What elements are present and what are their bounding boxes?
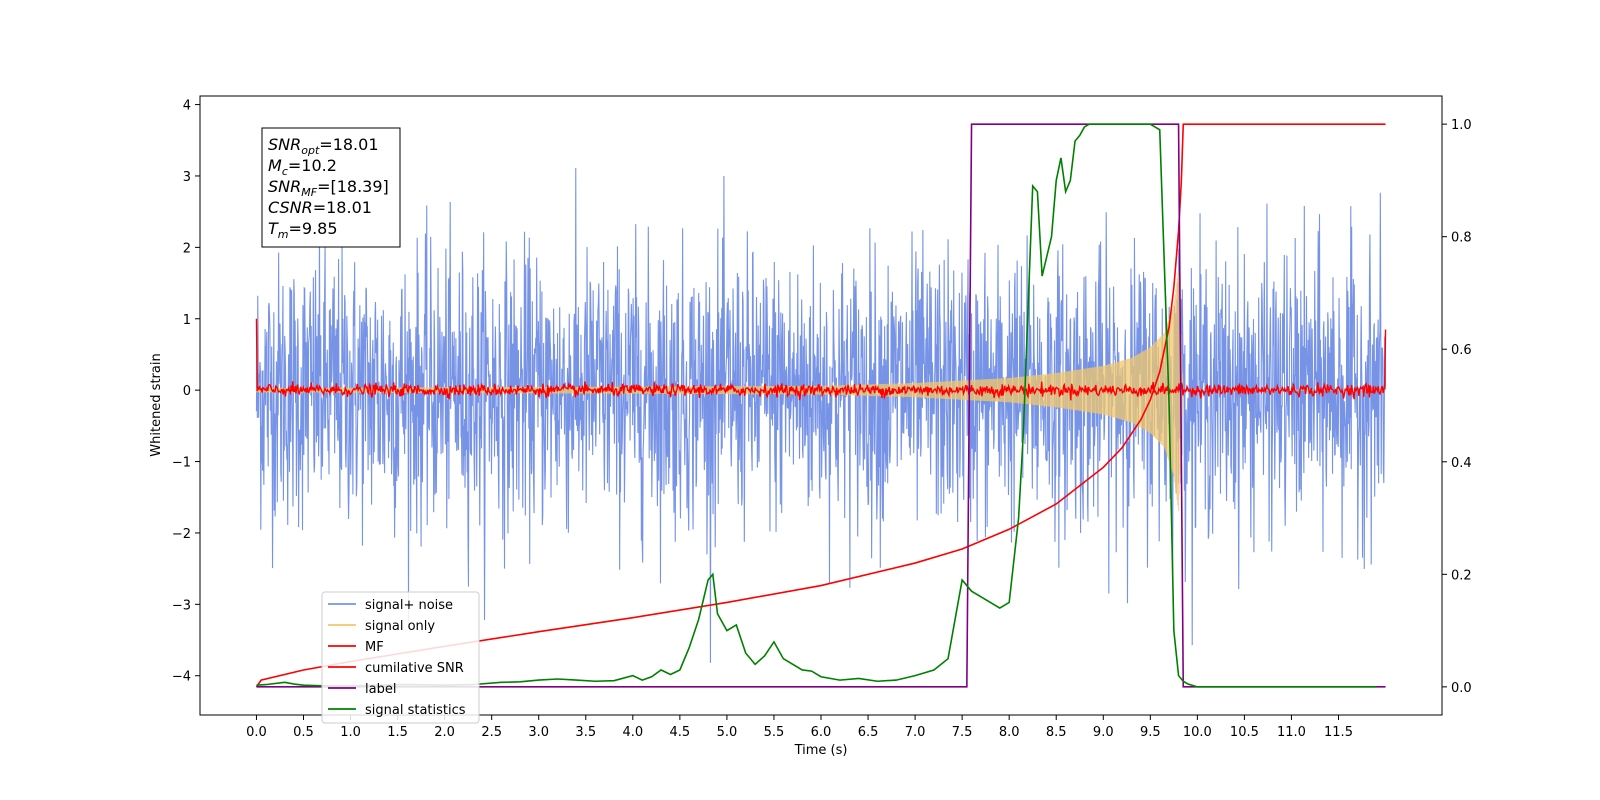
y-tick-label: 2 [183,241,191,256]
x-tick-label: 6.0 [811,725,832,740]
x-tick-label: 10.5 [1230,725,1259,740]
y2-tick-label: 0.4 [1451,456,1472,471]
legend-label: label [365,682,396,697]
x-tick-label: 10.0 [1183,725,1212,740]
x-tick-label: 3.0 [528,725,549,740]
x-tick-label: 5.5 [764,725,785,740]
annotation-line: CSNR=18.01 [268,198,372,217]
y-tick-label: −2 [172,527,191,542]
ticks-layer: 0.0 0.5 1.0 1.5 2.0 2.5 3.0 3.5 4.0 4.5 5.0 5.5 6.0 6… [172,99,1472,740]
x-tick-label: 2.5 [481,725,502,740]
legend-label: cumilative SNR [365,661,464,676]
y-tick-label: 0 [183,384,191,399]
x-tick-label: 2.0 [434,725,455,740]
x-tick-label: 0.0 [246,725,267,740]
x-tick-label: 1.5 [387,725,408,740]
x-tick-label: 9.0 [1093,725,1114,740]
y-tick-label: −4 [172,670,191,685]
x-axis-title: Time (s) [794,743,848,758]
series-signal-statistics-line [256,123,1377,688]
legend-label: signal only [365,619,435,634]
legend-label: MF [365,640,384,655]
y2-tick-label: 1.0 [1451,118,1472,133]
y2-tick-label: 0.8 [1451,231,1472,246]
y-tick-label: 4 [183,99,191,114]
y2-tick-label: 0.0 [1451,681,1472,696]
annotation-line: SNRMF=[18.39] [268,177,389,199]
y-axis-title: Whitened strain [149,353,164,456]
legend-frame [321,591,480,724]
annotation-line: Tm=9.85 [268,219,338,241]
series-mf-line [255,318,1387,401]
x-tick-label: 8.0 [999,725,1020,740]
x-tick-label: 7.5 [952,725,973,740]
y-tick-label: −1 [172,456,191,471]
x-tick-label: 11.0 [1277,725,1306,740]
legend-label: signal+ noise [365,598,453,613]
annotation-line: SNRopt=18.01 [268,135,379,157]
legend: signal+ noise signal only MF cumilative SNR… [321,591,480,724]
y2-tick-label: 0.2 [1451,568,1472,583]
x-tick-label: 7.0 [905,725,926,740]
y-tick-label: 1 [183,313,191,328]
x-tick-label: 5.0 [717,725,738,740]
x-tick-label: 9.5 [1140,725,1161,740]
x-tick-label: 0.5 [293,725,314,740]
y2-tick-label: 0.6 [1451,343,1472,358]
x-tick-label: 8.5 [1046,725,1067,740]
x-tick-label: 3.5 [575,725,596,740]
x-tick-label: 11.5 [1324,725,1353,740]
series-signal-noise-line [255,168,1387,663]
x-tick-label: 6.5 [858,725,879,740]
legend-label: signal statistics [365,703,466,718]
x-tick-label: 1.0 [340,725,361,740]
y-tick-label: −3 [172,598,191,613]
annotation-box: SNRopt=18.01Mc=10.2SNRMF=[18.39]CSNR=18.… [261,127,401,248]
y-tick-label: 3 [183,170,191,185]
x-tick-label: 4.5 [670,725,691,740]
annotation-frame [261,127,401,248]
x-tick-label: 4.0 [622,725,643,740]
annotation-line: Mc=10.2 [268,156,337,178]
